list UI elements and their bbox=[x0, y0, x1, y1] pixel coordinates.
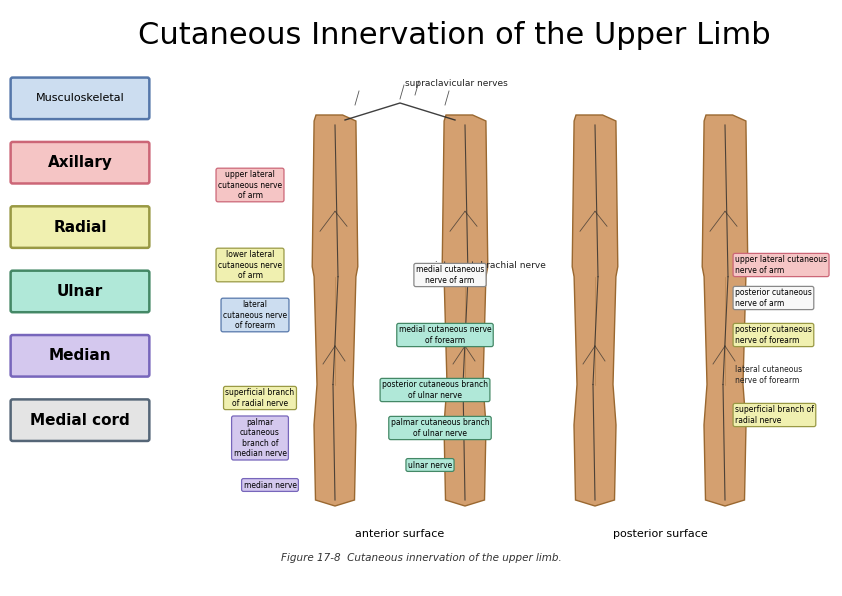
Text: lower lateral
cutaneous nerve
of arm: lower lateral cutaneous nerve of arm bbox=[218, 250, 282, 280]
Text: palmar cutaneous branch
of ulnar nerve: palmar cutaneous branch of ulnar nerve bbox=[391, 418, 489, 437]
FancyBboxPatch shape bbox=[11, 206, 149, 248]
Text: posterior cutaneous branch
of ulnar nerve: posterior cutaneous branch of ulnar nerv… bbox=[382, 380, 488, 400]
Text: lateral
cutaneous nerve
of forearm: lateral cutaneous nerve of forearm bbox=[223, 300, 287, 330]
Text: ulnar nerve: ulnar nerve bbox=[408, 461, 452, 470]
Text: Figure 17-8  Cutaneous innervation of the upper limb.: Figure 17-8 Cutaneous innervation of the… bbox=[280, 553, 562, 563]
FancyBboxPatch shape bbox=[11, 77, 149, 119]
Text: posterior cutaneous
nerve of forearm: posterior cutaneous nerve of forearm bbox=[735, 325, 812, 344]
Polygon shape bbox=[312, 115, 358, 506]
FancyBboxPatch shape bbox=[11, 399, 149, 441]
Text: upper lateral cutaneous
nerve of arm: upper lateral cutaneous nerve of arm bbox=[735, 255, 827, 275]
Text: medial cutaneous nerve
of forearm: medial cutaneous nerve of forearm bbox=[399, 325, 492, 344]
Text: intercostobrachial nerve: intercostobrachial nerve bbox=[435, 260, 546, 269]
Text: superficial branch of
radial nerve: superficial branch of radial nerve bbox=[735, 405, 814, 425]
Text: median nerve: median nerve bbox=[243, 480, 296, 489]
Text: Cutaneous Innervation of the Upper Limb: Cutaneous Innervation of the Upper Limb bbox=[138, 21, 771, 50]
Polygon shape bbox=[442, 115, 488, 506]
Polygon shape bbox=[702, 115, 748, 506]
Text: palmar
cutaneous
branch of
median nerve: palmar cutaneous branch of median nerve bbox=[233, 418, 286, 458]
Text: medial cutaneous
nerve of arm: medial cutaneous nerve of arm bbox=[416, 265, 484, 285]
Polygon shape bbox=[573, 115, 618, 506]
Text: Median: Median bbox=[49, 348, 111, 364]
Text: upper lateral
cutaneous nerve
of arm: upper lateral cutaneous nerve of arm bbox=[218, 170, 282, 200]
Text: Ulnar: Ulnar bbox=[57, 284, 103, 299]
Text: Medial cord: Medial cord bbox=[30, 412, 130, 428]
FancyBboxPatch shape bbox=[11, 271, 149, 312]
FancyBboxPatch shape bbox=[11, 335, 149, 377]
Text: Musculoskeletal: Musculoskeletal bbox=[35, 94, 125, 103]
Text: anterior surface: anterior surface bbox=[355, 529, 445, 539]
Text: posterior cutaneous
nerve of arm: posterior cutaneous nerve of arm bbox=[735, 288, 812, 308]
Text: supraclavicular nerves: supraclavicular nerves bbox=[405, 79, 508, 88]
Text: Radial: Radial bbox=[53, 219, 107, 235]
FancyBboxPatch shape bbox=[11, 142, 149, 184]
Text: superficial branch
of radial nerve: superficial branch of radial nerve bbox=[226, 389, 295, 408]
Text: Axillary: Axillary bbox=[47, 155, 113, 170]
Text: posterior surface: posterior surface bbox=[613, 529, 707, 539]
Text: lateral cutaneous
nerve of forearm: lateral cutaneous nerve of forearm bbox=[735, 365, 802, 384]
